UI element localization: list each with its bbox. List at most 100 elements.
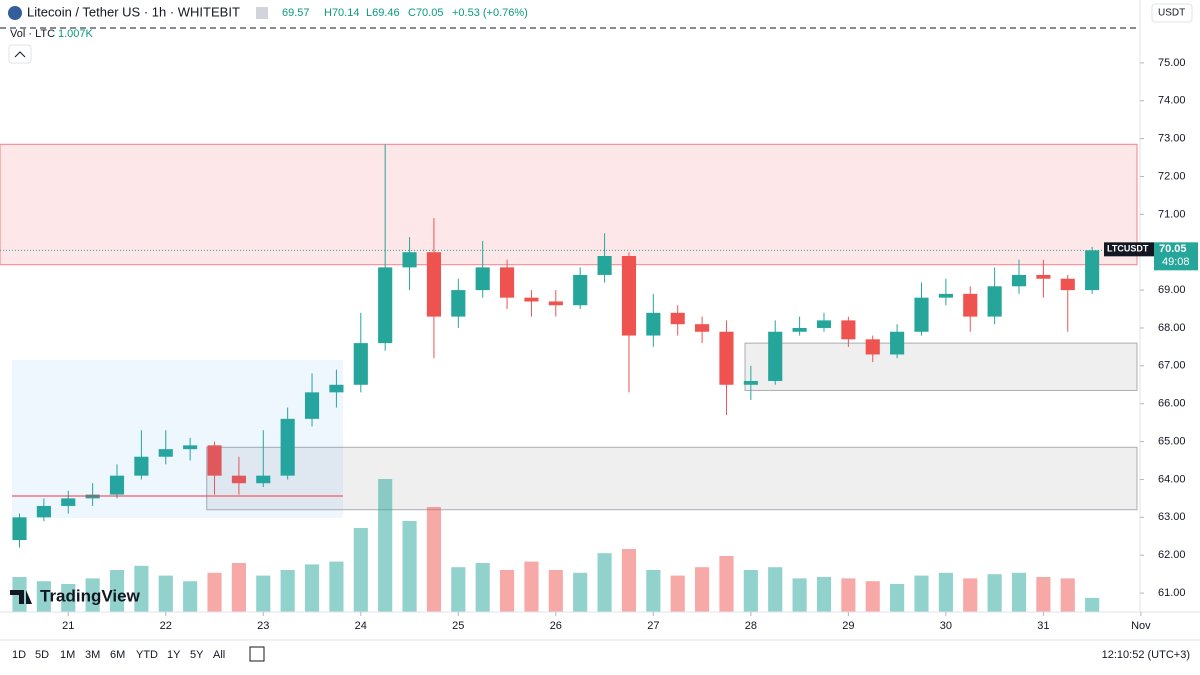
volume-bar <box>573 572 588 612</box>
volume-bar <box>1060 578 1075 612</box>
ohlc-open: 69.57 <box>282 7 310 19</box>
axes: 61.00 62.00 63.00 64.00 65.00 66.00 67.00 68.00… <box>62 57 1198 632</box>
y-tick-label: 65.00 <box>1158 435 1186 447</box>
volume-bar <box>304 564 320 612</box>
toolbar: 1D 5D 1M 3M 6M YTD 1Y 5Y All <box>12 649 225 661</box>
candle-body <box>1060 278 1075 291</box>
volume-last: 1.007K <box>58 28 94 40</box>
candle-body <box>329 384 344 393</box>
range-button[interactable]: 1D <box>12 649 26 661</box>
candle-body <box>621 256 637 336</box>
y-tick-label: 62.00 <box>1158 549 1186 561</box>
volume-bar <box>816 577 832 612</box>
candle-body <box>938 293 953 298</box>
zone <box>0 143 1138 266</box>
candle-body <box>963 293 978 317</box>
volume-bar <box>914 575 929 612</box>
candle-body <box>134 456 149 476</box>
candle-body <box>573 274 588 306</box>
y-tick-label: 75.00 <box>1158 57 1186 69</box>
range-button[interactable]: 1M <box>60 649 75 661</box>
candle-body <box>865 339 880 355</box>
header-icon[interactable] <box>256 7 268 19</box>
brand-logo <box>10 590 32 604</box>
volume-bar <box>256 575 271 612</box>
symbol-tag <box>1104 242 1154 257</box>
y-tick-label: 72.00 <box>1158 170 1186 182</box>
candle-body <box>183 445 198 450</box>
date-range-icon[interactable] <box>249 646 265 662</box>
candle-body <box>792 327 807 332</box>
candle-body <box>231 475 246 484</box>
volume-bar <box>475 563 490 612</box>
plot <box>0 143 1140 612</box>
candle-body <box>987 286 1002 317</box>
volume-bar <box>353 528 368 612</box>
candle-body <box>1085 250 1100 291</box>
chart-title: Litecoin / Tether US · 1h · WHITEBIT <box>27 4 240 19</box>
symbol-tag-label: LTCUSDT <box>1107 244 1149 254</box>
volume-bar <box>987 574 1002 612</box>
volume-bar <box>646 570 661 612</box>
candle-body <box>890 331 905 355</box>
brand: TradingView <box>40 586 141 605</box>
range-button[interactable]: 1Y <box>167 649 181 661</box>
y-tick-label: 63.00 <box>1158 511 1186 523</box>
range-button[interactable]: 6M <box>110 649 125 661</box>
currency-button[interactable] <box>1151 3 1193 23</box>
volume-bar <box>743 570 758 612</box>
candle-body <box>597 256 612 275</box>
range-button[interactable]: YTD <box>136 649 158 661</box>
candle-body <box>378 267 393 344</box>
x-tick-label: 24 <box>355 620 367 632</box>
candle-body <box>816 320 832 328</box>
candle-body <box>451 290 466 317</box>
y-tick-label: 69.00 <box>1158 284 1186 296</box>
x-tick-label: 27 <box>647 620 659 632</box>
range-button[interactable]: All <box>213 649 225 661</box>
candle-body <box>475 267 490 291</box>
volume-bar <box>963 578 978 612</box>
volume-bar <box>792 578 807 612</box>
x-tick-label: 25 <box>452 620 464 632</box>
zone <box>206 446 1138 511</box>
candle-body <box>402 252 417 268</box>
volume-bar <box>695 567 710 612</box>
x-tick-label: Nov <box>1131 620 1151 632</box>
volume-bar <box>524 561 539 612</box>
volume-bar <box>426 507 442 612</box>
volume-bar <box>1085 597 1100 612</box>
candle-body <box>695 324 710 332</box>
candle-body <box>768 331 783 381</box>
x-tick-label: 28 <box>745 620 757 632</box>
x-tick-label: 31 <box>1037 620 1049 632</box>
candle-body <box>12 517 27 541</box>
candle-body <box>499 267 515 298</box>
collapse-button[interactable] <box>8 44 32 64</box>
candle-body <box>36 505 51 518</box>
candle-body <box>719 331 734 385</box>
countdown: 49:08 <box>1162 256 1190 268</box>
range-button[interactable]: 3M <box>85 649 100 661</box>
ohlc-low: L69.46 <box>366 7 400 19</box>
candle-body <box>109 475 125 495</box>
ohlc-change: +0.53 (+0.76%) <box>452 7 528 19</box>
volume-bar <box>36 581 51 612</box>
x-tick-label: 23 <box>257 620 269 632</box>
volume-bar <box>548 570 563 612</box>
currency: USDT <box>1158 8 1185 19</box>
range-button[interactable]: 5D <box>35 649 49 661</box>
volume-title: Vol · LTC <box>10 28 55 40</box>
range-button[interactable]: 5Y <box>190 649 204 661</box>
volume-bar <box>207 572 222 612</box>
candle-body <box>207 445 222 476</box>
y-tick-label: 64.00 <box>1158 473 1186 485</box>
y-tick-label: 66.00 <box>1158 398 1186 410</box>
collapse-icon <box>14 51 26 58</box>
x-tick-label: 26 <box>550 620 562 632</box>
candle-body <box>353 343 368 385</box>
volume-bar <box>938 572 953 612</box>
volume-bar <box>402 521 417 612</box>
volume-bar <box>134 565 149 612</box>
candle-body <box>256 475 271 484</box>
